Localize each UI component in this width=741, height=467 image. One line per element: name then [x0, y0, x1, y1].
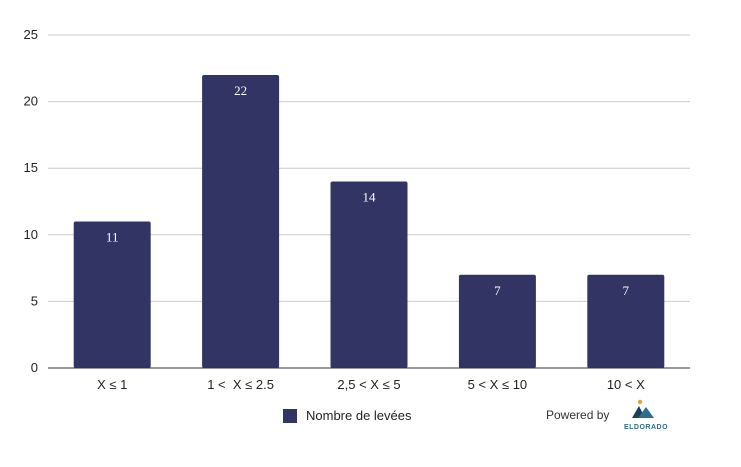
gridlines: [48, 34, 690, 302]
eldorado-logo-icon: ELDORADO: [624, 399, 668, 431]
bar-value-label: 7: [623, 283, 630, 298]
y-tick-label: 0: [31, 360, 38, 375]
bar: [458, 274, 536, 368]
bar-value-label: 11: [106, 229, 119, 244]
bar: [330, 181, 408, 368]
bar: [587, 274, 665, 368]
x-tick-label: 10 < X: [607, 377, 645, 392]
powered-by-text: Powered by: [546, 408, 610, 422]
y-tick-label: 10: [24, 227, 38, 242]
bar-value-label: 7: [494, 283, 501, 298]
data-labels: 11 22 14 7 7: [106, 83, 630, 298]
bar: [202, 74, 280, 369]
x-tick-label: X ≤ 1: [97, 377, 127, 392]
x-tick-label: 2,5 < X ≤ 5: [337, 377, 400, 392]
y-tick-label: 20: [24, 94, 38, 109]
bars: [73, 74, 665, 369]
y-tick-label: 15: [24, 160, 38, 175]
svg-text:ELDORADO: ELDORADO: [624, 424, 668, 431]
legend-label: Nombre de levées: [306, 408, 412, 423]
y-axis-ticks: 0 5 10 15 20 25: [24, 27, 38, 375]
bar-value-label: 22: [234, 83, 247, 98]
bar-chart: 0 5 10 15 20 25 11 22 14 7 7 X ≤ 1 1 < X ≤ 2.5 2,5 …: [24, 27, 690, 392]
x-tick-label: 5 < X ≤ 10: [468, 377, 528, 392]
bar: [73, 221, 151, 368]
x-axis-ticks: X ≤ 1 1 < X ≤ 2.5 2,5 < X ≤ 5 5 < X ≤ 10 10 …: [97, 377, 645, 392]
y-tick-label: 5: [31, 293, 38, 308]
x-tick-label: 1 < X ≤ 2.5: [207, 377, 274, 392]
legend-swatch: [283, 408, 297, 423]
bar-value-label: 14: [363, 190, 377, 205]
y-tick-label: 25: [24, 27, 38, 42]
legend: Nombre de levées: [283, 408, 412, 423]
